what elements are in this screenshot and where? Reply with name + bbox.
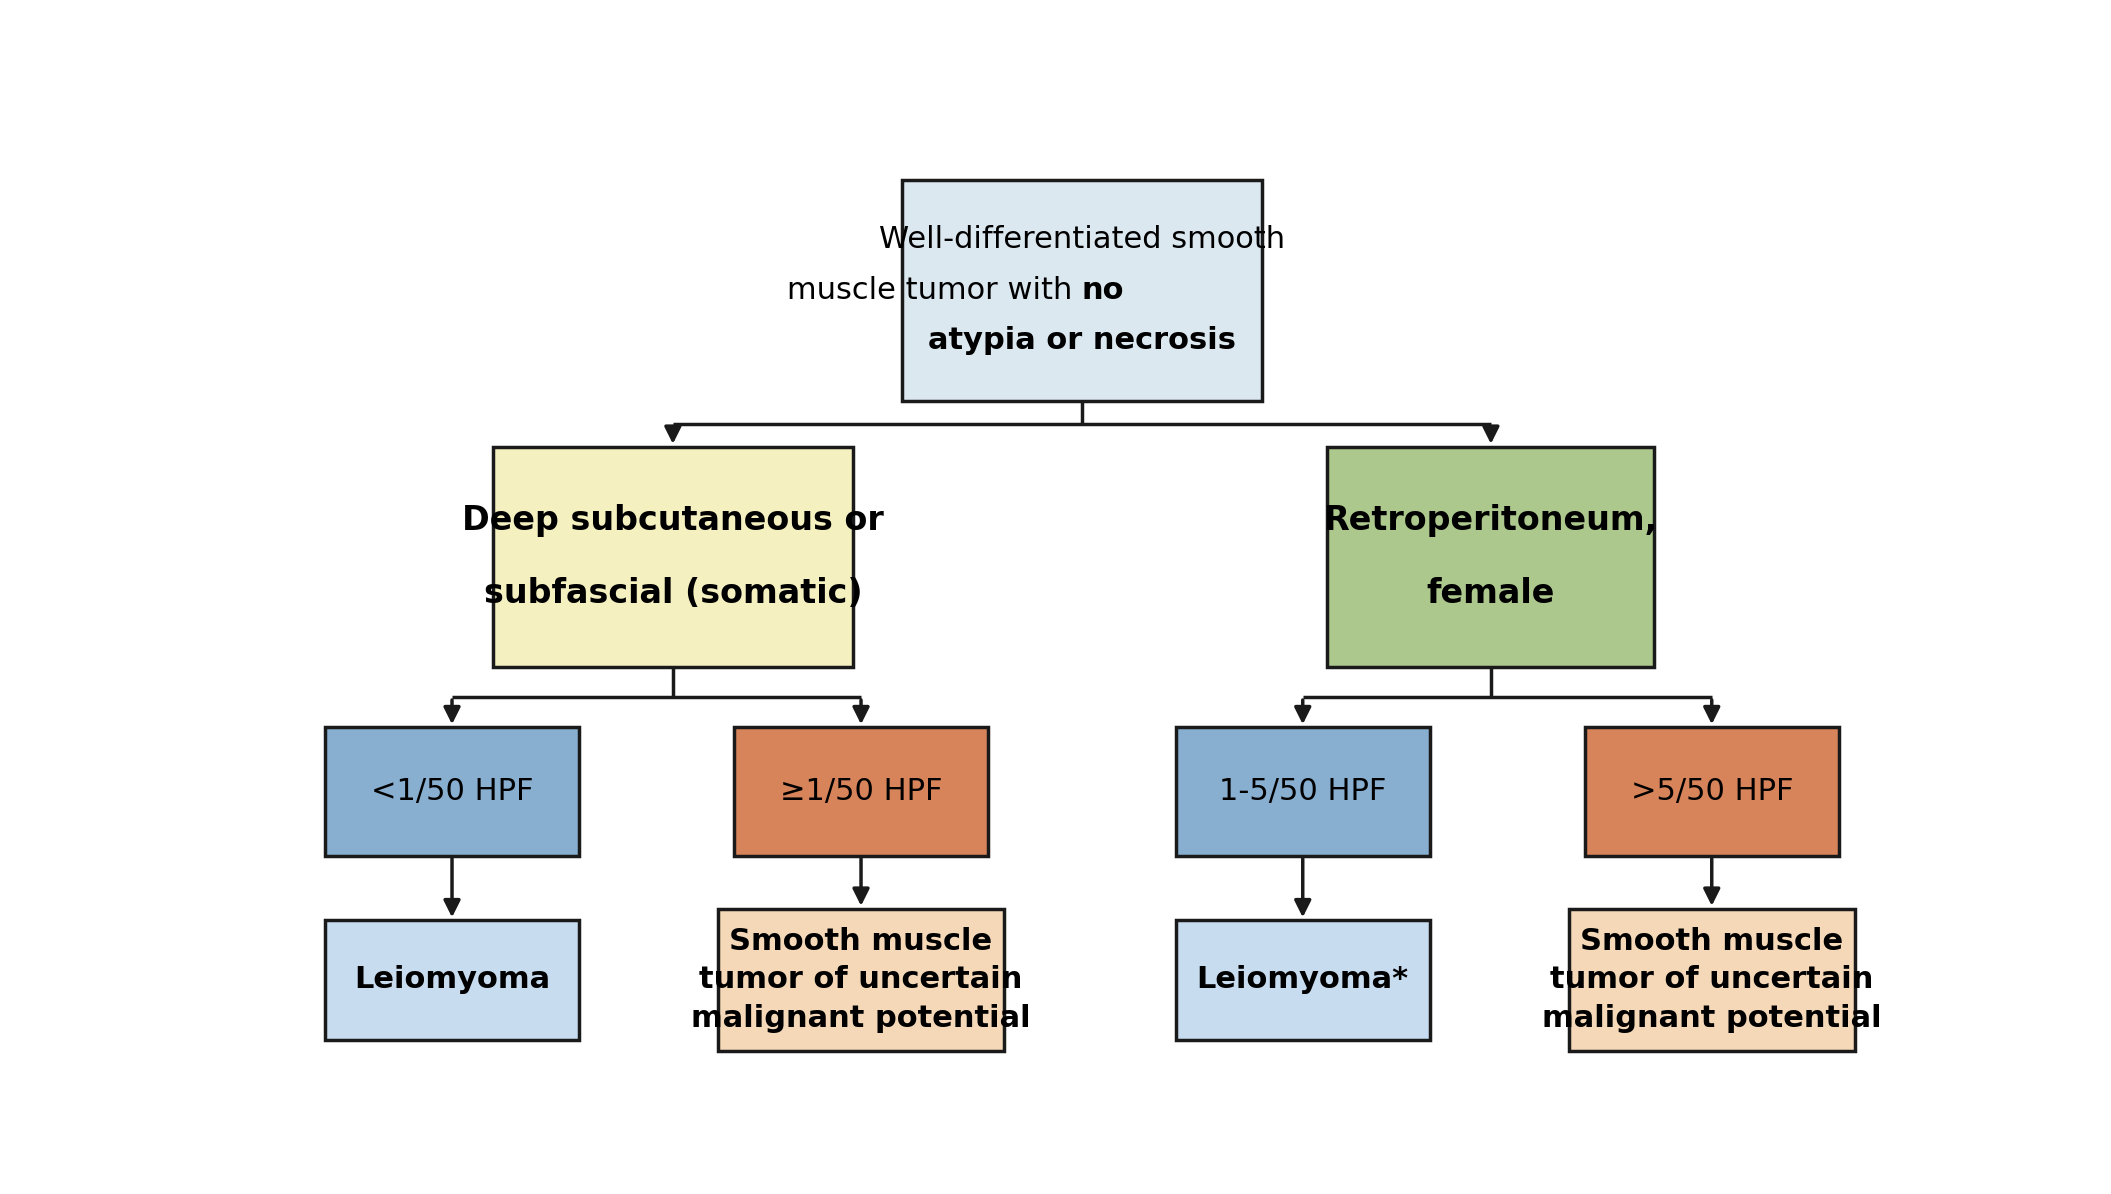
- Text: 1-5/50 HPF: 1-5/50 HPF: [1218, 777, 1387, 806]
- Text: female: female: [1427, 577, 1556, 610]
- FancyBboxPatch shape: [1328, 447, 1655, 667]
- FancyBboxPatch shape: [1176, 921, 1429, 1040]
- FancyBboxPatch shape: [1585, 727, 1839, 856]
- FancyBboxPatch shape: [1176, 727, 1429, 856]
- Text: atypia or necrosis: atypia or necrosis: [929, 326, 1235, 356]
- Text: no: no: [1083, 276, 1125, 304]
- Text: >5/50 HPF: >5/50 HPF: [1630, 777, 1792, 806]
- Text: Leiomyoma: Leiomyoma: [355, 966, 551, 995]
- FancyBboxPatch shape: [494, 447, 853, 667]
- Text: <1/50 HPF: <1/50 HPF: [372, 777, 534, 806]
- FancyBboxPatch shape: [735, 727, 988, 856]
- Text: malignant potential: malignant potential: [1541, 1004, 1881, 1033]
- Text: Smooth muscle: Smooth muscle: [1581, 927, 1843, 956]
- Text: Smooth muscle: Smooth muscle: [730, 927, 992, 956]
- Text: Well-differentiated smooth: Well-differentiated smooth: [878, 226, 1286, 254]
- Text: tumor of uncertain: tumor of uncertain: [699, 966, 1022, 995]
- Text: Deep subcutaneous or: Deep subcutaneous or: [462, 504, 885, 537]
- Text: Leiomyoma*: Leiomyoma*: [1197, 966, 1408, 995]
- Text: subfascial (somatic): subfascial (somatic): [483, 577, 861, 610]
- FancyBboxPatch shape: [901, 180, 1262, 401]
- Text: ≥1/50 HPF: ≥1/50 HPF: [779, 777, 942, 806]
- FancyBboxPatch shape: [1568, 909, 1856, 1051]
- FancyBboxPatch shape: [325, 921, 578, 1040]
- FancyBboxPatch shape: [325, 727, 578, 856]
- Text: Retroperitoneum,: Retroperitoneum,: [1324, 504, 1657, 537]
- Text: muscle tumor with: muscle tumor with: [787, 276, 1083, 304]
- FancyBboxPatch shape: [718, 909, 1005, 1051]
- Text: tumor of uncertain: tumor of uncertain: [1549, 966, 1872, 995]
- Text: malignant potential: malignant potential: [690, 1004, 1030, 1033]
